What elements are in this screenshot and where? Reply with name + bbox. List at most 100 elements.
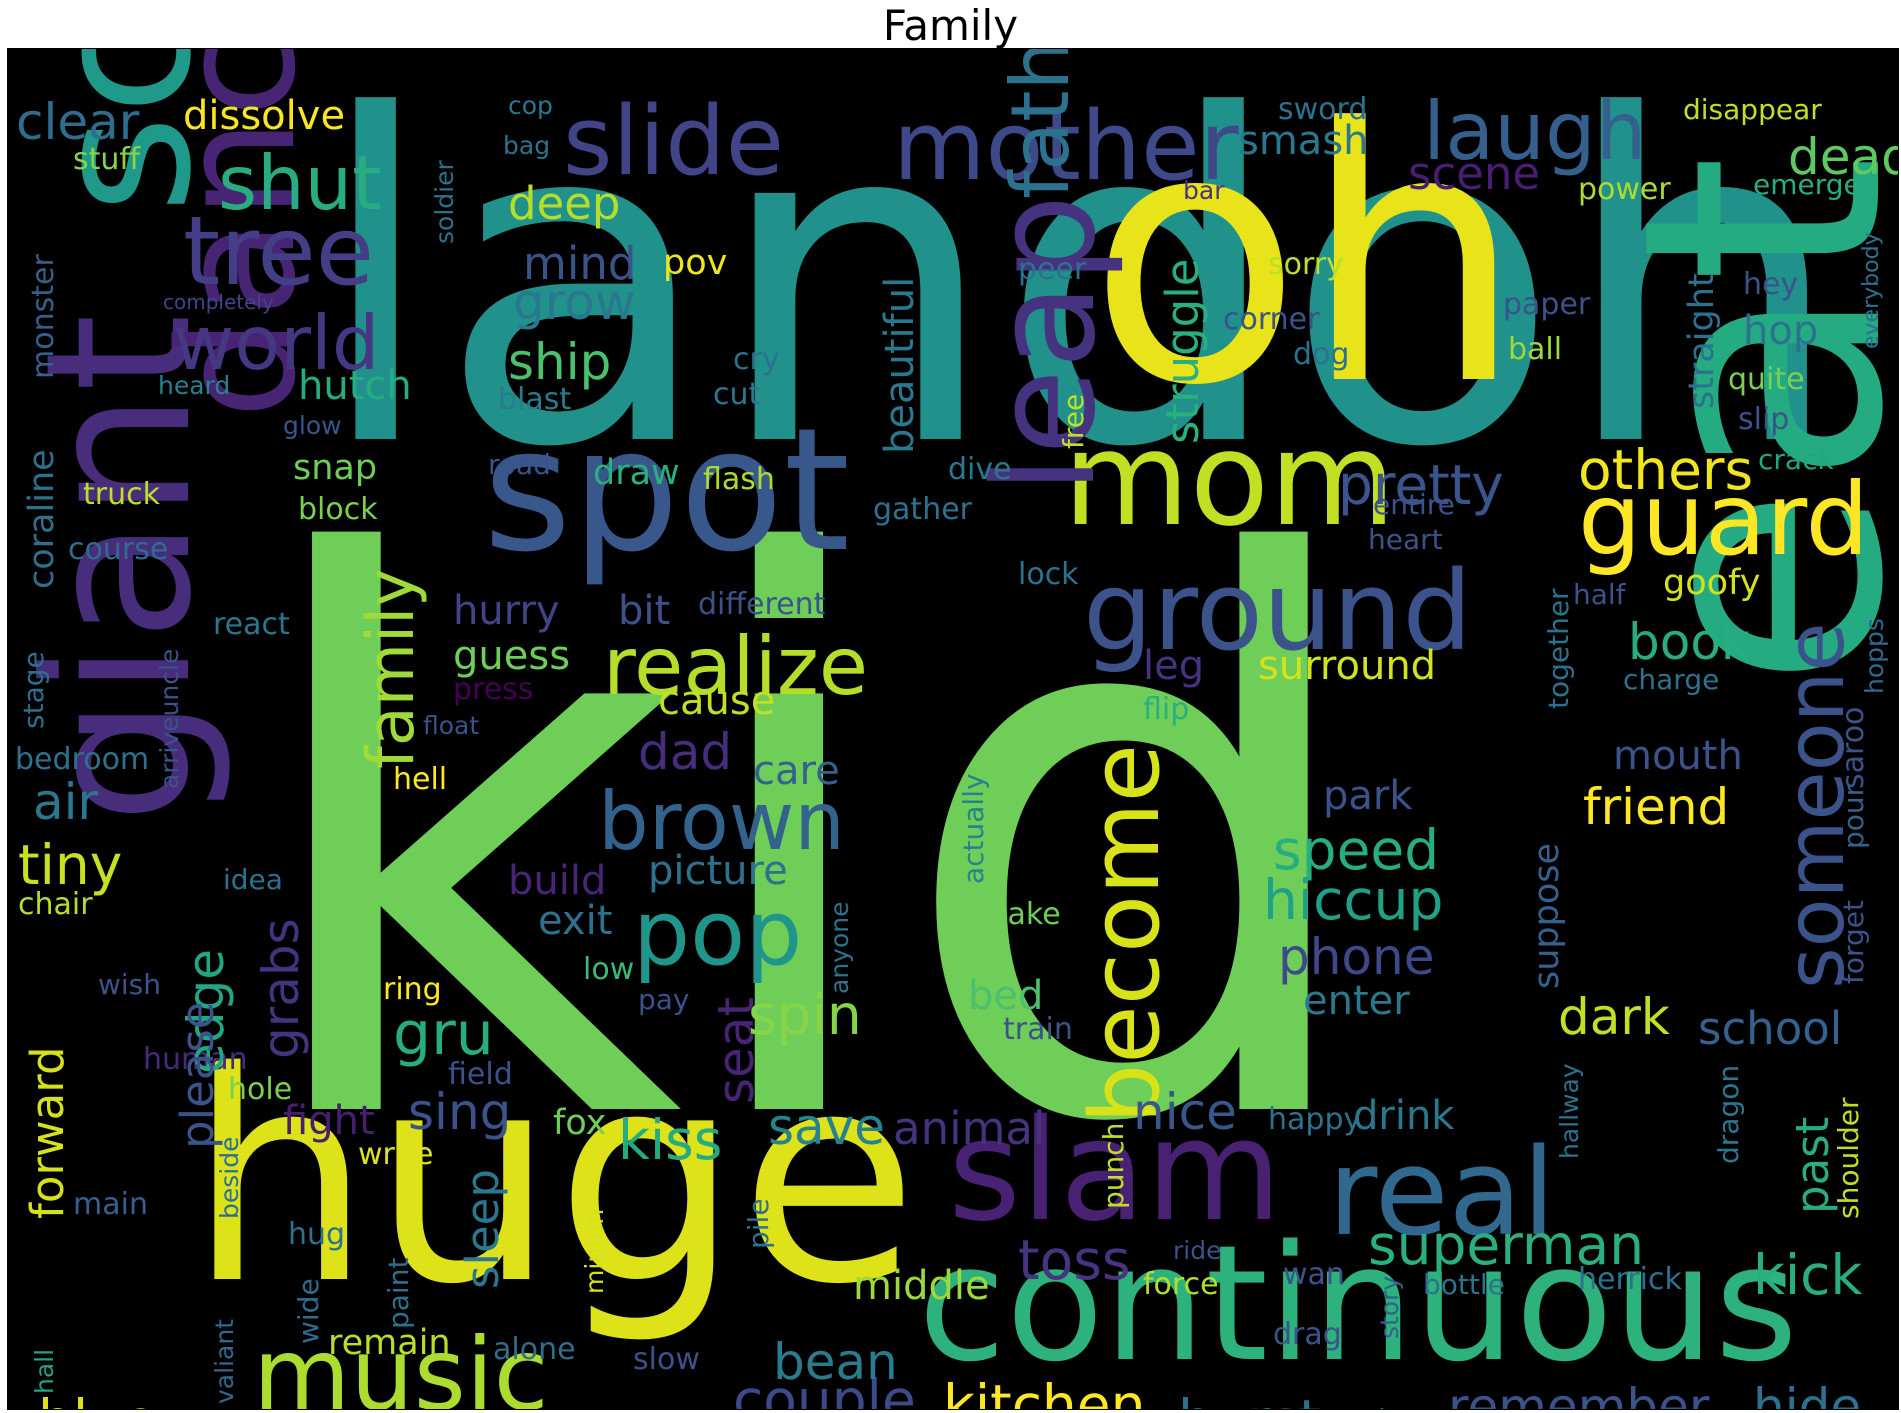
word-care: care — [753, 748, 840, 794]
word-nice: nice — [1133, 1083, 1237, 1141]
word-punch: punch — [1097, 1123, 1130, 1209]
word-hall: hall — [30, 1349, 59, 1394]
word-fight: fight — [283, 1098, 375, 1144]
word-low: low — [583, 952, 634, 987]
word-school: school — [1698, 1002, 1842, 1055]
page-title: Family — [882, 1, 1019, 50]
word-remember: remember — [1448, 1378, 1710, 1409]
word-completely: completely — [163, 290, 274, 314]
word-bottle: bottle — [1423, 1268, 1505, 1301]
word-realize: realize — [603, 620, 868, 713]
word-pay: pay — [638, 983, 690, 1016]
word-blue: blue — [38, 1388, 157, 1409]
word-ball: ball — [1508, 332, 1562, 367]
word-cut: cut — [713, 377, 761, 412]
word-someone: someone — [1769, 622, 1862, 989]
word-blast: blast — [498, 382, 571, 417]
word-clear: clear — [16, 93, 140, 151]
word-park: park — [1323, 773, 1413, 819]
word-forget: forget — [1837, 900, 1870, 984]
word-huge: huge — [188, 1011, 918, 1348]
word-mom: mom — [1063, 403, 1396, 555]
word-paint: paint — [382, 1258, 415, 1329]
word-save: save — [768, 1098, 885, 1156]
word-suppose: suppose — [1527, 843, 1567, 989]
word-continuous: continuous — [918, 1210, 1798, 1397]
word-stage: stage — [17, 651, 50, 729]
word-spot: spot — [483, 392, 850, 590]
word-become: become — [1071, 744, 1181, 1124]
word-family: family — [354, 568, 429, 769]
word-float: float — [423, 711, 479, 740]
word-cry: cry — [733, 342, 780, 377]
word-heard: heard — [158, 371, 230, 400]
word-drag: drag — [1273, 1317, 1342, 1352]
word-react: react — [213, 607, 290, 642]
word-picture: picture — [648, 848, 788, 894]
word-bean: bean — [773, 1333, 898, 1391]
word-shut: shut — [218, 139, 382, 227]
word-dad: dad — [638, 723, 732, 781]
word-pretty: pretty — [1338, 453, 1504, 517]
word-mother: mother — [893, 92, 1240, 202]
word-hell: hell — [393, 762, 447, 797]
word-phone: phone — [1278, 928, 1434, 986]
word-mouth: mouth — [1613, 733, 1743, 779]
word-world: world — [173, 299, 380, 387]
word-human: human — [143, 1042, 248, 1077]
word-father: father — [994, 49, 1087, 199]
word-eat: eat — [1572, 154, 1898, 689]
word-everybody: everybody — [1859, 232, 1884, 349]
word-leap: leap — [964, 194, 1127, 494]
word-valiant: valiant — [210, 1319, 239, 1404]
word-brown: brown — [598, 775, 845, 868]
word-road: road — [488, 448, 551, 481]
word-ground: ground — [1083, 547, 1472, 675]
word-quite: quite — [1728, 362, 1805, 397]
word-guard: guard — [1578, 461, 1869, 578]
word-dog: dog — [1293, 337, 1349, 372]
word-hug: hug — [288, 1217, 345, 1252]
word-bit: bit — [618, 588, 670, 634]
word-fox: fox — [553, 1103, 606, 1143]
word-ring: ring — [383, 972, 442, 1007]
word-sleep: sleep — [456, 1169, 509, 1289]
word-wide: wide — [292, 1278, 325, 1344]
word-smash: smash — [1238, 118, 1369, 164]
word-tiny: tiny — [18, 833, 122, 897]
word-beside: beside — [215, 1137, 244, 1219]
word-animal: animal — [893, 1102, 1046, 1155]
word-book: book — [1628, 613, 1750, 671]
word-write: write — [358, 1137, 433, 1172]
word-mind: mind — [523, 237, 636, 290]
word-dragon: dragon — [1712, 1065, 1745, 1164]
word-straight: straight — [1682, 273, 1722, 409]
word-guess: guess — [453, 633, 570, 679]
word-scene: scene — [1408, 147, 1540, 200]
word-grow: grow — [513, 273, 636, 331]
word-snap: snap — [293, 448, 377, 488]
word-others: others — [1578, 438, 1753, 502]
word-bag: bag — [503, 131, 550, 160]
word-coraline: coraline — [22, 449, 62, 589]
word-train: train — [1003, 1012, 1073, 1047]
word-story: story — [1375, 1276, 1404, 1339]
word-monster: monster — [26, 254, 61, 379]
word-couple: couple — [733, 1368, 916, 1409]
word-hurry: hurry — [453, 588, 560, 634]
word-happy: happy — [1268, 1102, 1361, 1137]
word-corner: corner — [1223, 302, 1320, 337]
word-drink: drink — [1353, 1093, 1455, 1139]
word-half: half — [1573, 578, 1627, 611]
word-bedroom: bedroom — [15, 742, 149, 777]
word-please: please — [171, 1002, 224, 1149]
word-pop: pop — [633, 881, 802, 986]
word-bed: bed — [968, 973, 1043, 1019]
word-middle: middle — [853, 1263, 990, 1309]
word-saroo: saroo — [1836, 707, 1871, 789]
word-kiss: kiss — [618, 1108, 722, 1172]
word-ride: ride — [1173, 1236, 1221, 1265]
word-scream: scream — [12, 49, 233, 214]
word-real: real — [1328, 1124, 1555, 1263]
